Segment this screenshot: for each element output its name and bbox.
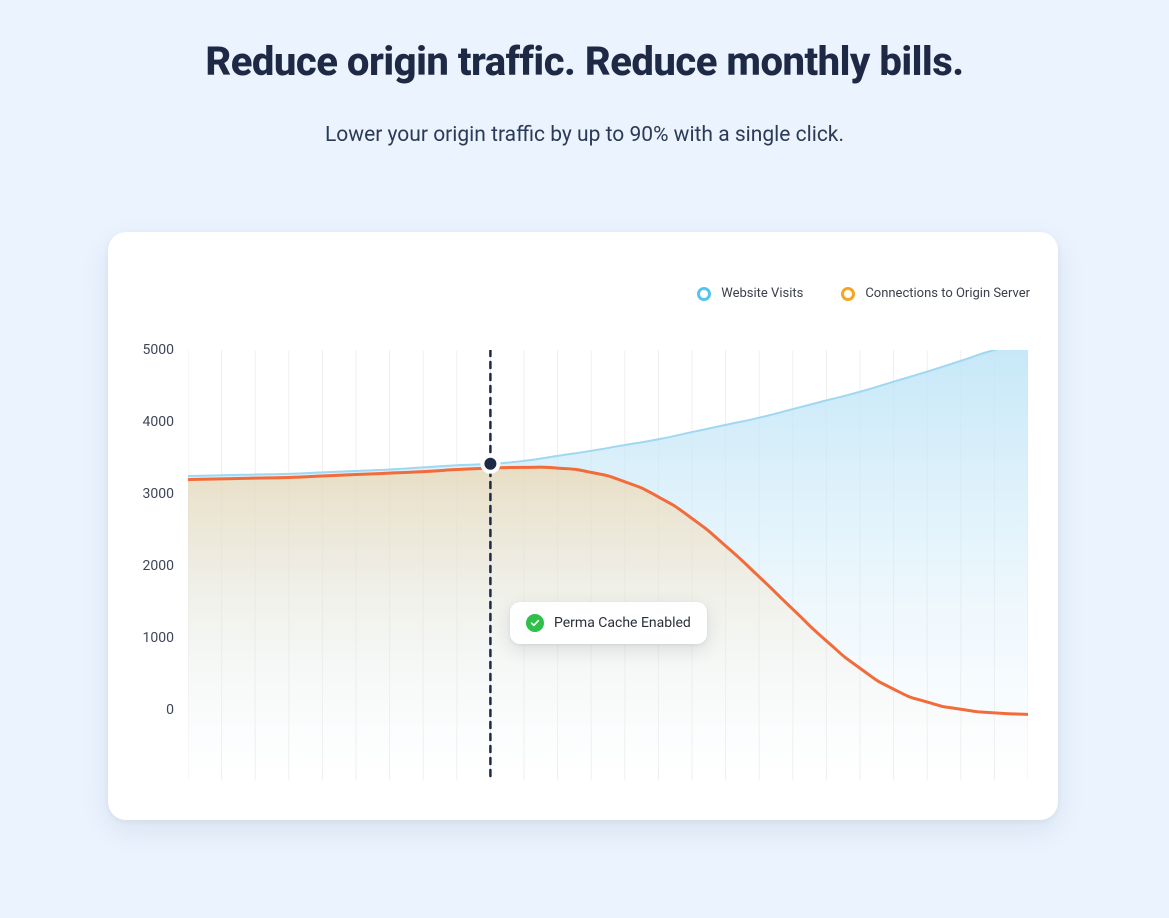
y-tick-label: 4000: [143, 414, 174, 430]
check-circle-icon: [526, 614, 544, 632]
perma-cache-tooltip: Perma Cache Enabled: [510, 602, 707, 644]
legend-item-visits: Website Visits: [697, 286, 803, 301]
y-tick-label: 2000: [143, 558, 174, 574]
y-tick-label: 3000: [143, 486, 174, 502]
legend-ring-icon: [697, 287, 711, 301]
y-tick-label: 1000: [143, 630, 174, 646]
legend-ring-icon: [841, 287, 855, 301]
y-tick-label: 0: [166, 702, 174, 718]
page-root: Reduce origin traffic. Reduce monthly bi…: [0, 0, 1169, 918]
legend-label: Website Visits: [721, 286, 803, 301]
chart-legend: Website Visits Connections to Origin Ser…: [697, 286, 1030, 301]
chart-svg: [188, 350, 1028, 780]
page-subtitle: Lower your origin traffic by up to 90% w…: [0, 123, 1169, 147]
legend-label: Connections to Origin Server: [865, 286, 1030, 301]
chart-card: Website Visits Connections to Origin Ser…: [108, 232, 1058, 820]
y-tick-label: 5000: [143, 342, 174, 358]
marker-knob[interactable]: [482, 456, 498, 472]
page-title: Reduce origin traffic. Reduce monthly bi…: [0, 38, 1169, 85]
tooltip-label: Perma Cache Enabled: [554, 615, 691, 631]
check-icon: [530, 618, 540, 628]
legend-item-origin: Connections to Origin Server: [841, 286, 1030, 301]
chart-plot: 010002000300040005000: [188, 350, 1028, 780]
